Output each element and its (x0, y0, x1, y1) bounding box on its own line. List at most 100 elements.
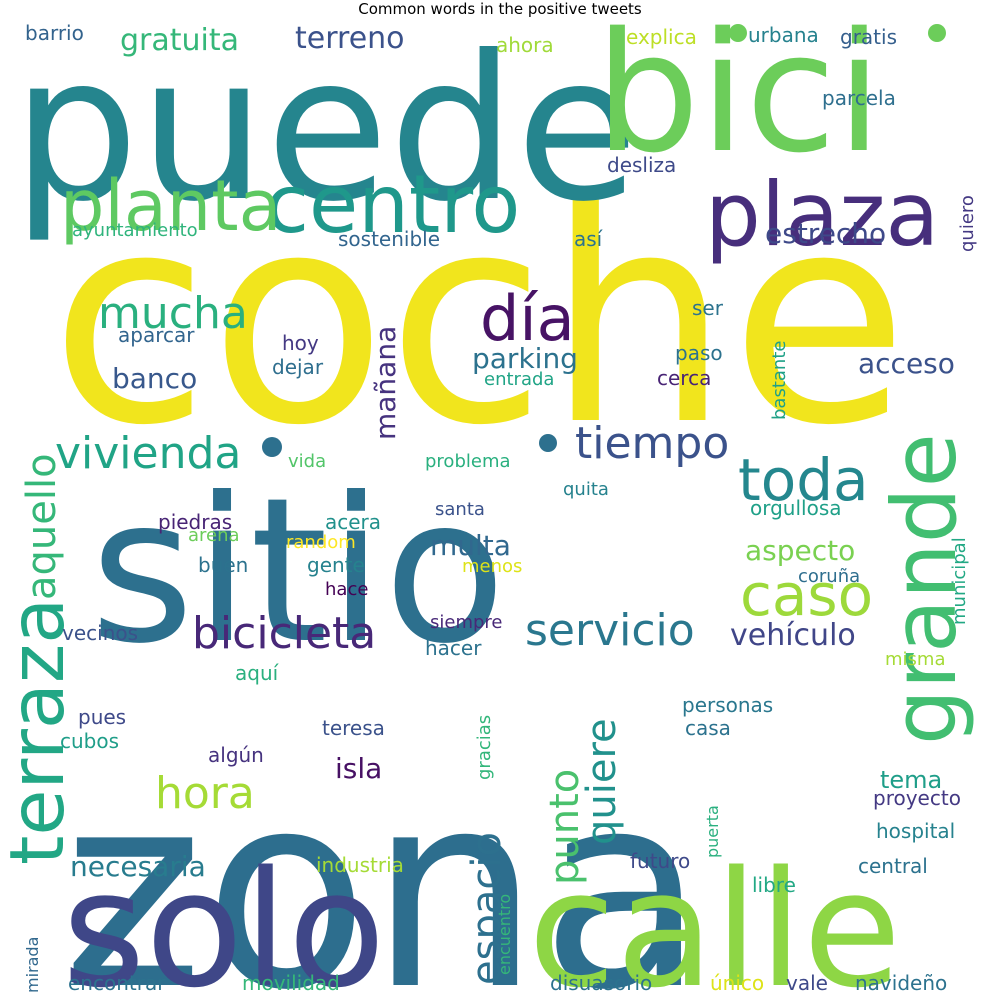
word-cloud-word: encontrar (68, 971, 166, 995)
word-cloud-word: entrada (484, 369, 554, 390)
word-cloud-word: industria (316, 853, 404, 877)
word-cloud-word: aparcar (118, 323, 195, 347)
word-cloud-word: día (480, 282, 575, 355)
word-cloud-word: cerca (657, 366, 711, 390)
word-cloud-word: único (710, 971, 764, 995)
word-cloud-word: aquí (235, 661, 280, 685)
word-cloud-word: bici (595, 0, 882, 189)
word-cloud-word: orgullosa (750, 496, 842, 520)
word-cloud-word: problema (425, 451, 511, 472)
word-cloud-word: bicicleta (192, 608, 376, 659)
word-cloud-word: espacio (464, 832, 510, 985)
word-cloud-word: parcela (822, 86, 896, 110)
word-cloud-word: necesaria (70, 850, 206, 883)
word-cloud-word: mañana (369, 326, 402, 440)
word-cloud-word: gratis (840, 25, 897, 49)
word-cloud-word: buen (198, 553, 248, 577)
word-cloud-word: arena (188, 525, 240, 546)
word-cloud-word: explica (626, 25, 697, 49)
word-cloud-word: solo (62, 836, 386, 1000)
word-cloud-word: gente (307, 553, 365, 577)
word-cloud-word: encuentro (495, 894, 514, 975)
word-cloud-word: santa (435, 499, 485, 520)
word-cloud-word: multa (430, 529, 511, 562)
page-title: Common words in the positive tweets (358, 0, 642, 18)
word-cloud-word: banco (112, 362, 197, 395)
word-cloud-word: gracias (474, 715, 495, 780)
word-cloud-word: ser (692, 296, 724, 320)
word-cloud-word: desliza (607, 153, 676, 177)
word-cloud-word: acceso (858, 347, 955, 380)
word-cloud-word: puerta (703, 805, 722, 858)
word-cloud-word: quita (563, 479, 609, 500)
word-cloud-word: tiempo (575, 418, 729, 469)
word-cloud-word: siempre (430, 612, 503, 633)
word-cloud-word: hace (325, 579, 368, 600)
word-cloud-word: acera (325, 510, 381, 534)
word-cloud-word: servicio (525, 605, 695, 656)
word-cloud-word: navideño (855, 971, 947, 995)
word-cloud-word: piedras (158, 510, 232, 534)
word-cloud-word: coche (50, 152, 909, 489)
word-cloud-word: bastante (769, 341, 790, 420)
word-cloud-word: dejar (272, 355, 324, 379)
word-cloud-word: vida (288, 451, 326, 472)
word-cloud-word: estrecho (765, 217, 886, 250)
word-cloud-word: coruña (798, 566, 860, 587)
word-cloud-word: cubos (60, 729, 119, 753)
word-cloud-word: vecinos (62, 621, 138, 645)
word-cloud-word: centro (265, 158, 520, 251)
word-cloud-dot (729, 24, 747, 42)
word-cloud-word: central (858, 854, 928, 878)
word-cloud-word: terreno (295, 21, 405, 56)
word-cloud-word: vivienda (55, 428, 241, 479)
word-cloud-word: aspecto (745, 534, 855, 567)
word-cloud-word: aquello (19, 453, 65, 600)
word-cloud-word: mucha (98, 288, 248, 339)
word-cloud-word: grande (873, 433, 976, 745)
word-cloud-word: hoy (282, 331, 319, 355)
word-cloud-word: plaza (705, 163, 939, 266)
word-cloud-word: proyecto (873, 786, 961, 810)
word-cloud-word: disuasorio (550, 971, 652, 995)
word-cloud-word: random (286, 532, 356, 553)
word-cloud-word: libre (752, 873, 796, 897)
word-cloud-word: toda (738, 446, 869, 514)
word-cloud-word: caso (740, 561, 873, 629)
word-cloud-word: pues (78, 705, 126, 729)
word-cloud-word: misma (885, 649, 945, 670)
word-cloud-word: movilidad (242, 971, 340, 995)
word-cloud-word: casa (685, 716, 731, 740)
word-cloud-word: personas (682, 693, 773, 717)
word-cloud-word: futuro (630, 849, 690, 873)
word-cloud-word: hospital (876, 819, 955, 843)
word-cloud-word: quiero (957, 195, 978, 252)
word-cloud-word: algún (208, 743, 264, 767)
word-cloud-word: sostenible (338, 227, 440, 251)
word-cloud-word: sitio (90, 455, 506, 688)
word-cloud-word: quiere (579, 718, 625, 845)
word-cloud-word: urbana (748, 23, 819, 47)
word-cloud-word: hora (155, 768, 255, 819)
word-cloud-word: zona (62, 734, 706, 1000)
word-cloud-word: teresa (322, 716, 385, 740)
word-cloud-word: hacer (425, 636, 482, 660)
word-cloud-word: barrio (25, 21, 84, 45)
word-cloud-word: planta (60, 165, 281, 247)
word-cloud-word: vehículo (730, 618, 856, 653)
word-cloud-word: vale (786, 971, 828, 995)
word-cloud-word: gratuita (120, 23, 239, 58)
word-cloud-word: mirada (23, 937, 42, 993)
word-cloud-word: terraza (0, 598, 81, 865)
word-cloud-dot (539, 434, 557, 452)
word-cloud-word: así (574, 227, 604, 251)
word-cloud-word: tema (880, 766, 942, 794)
word-cloud-word: menos (462, 556, 522, 577)
word-cloud-dot (928, 24, 946, 42)
word-cloud-word: puede (12, 13, 639, 246)
word-cloud-word: calle (528, 836, 901, 1000)
word-cloud-word: punto (542, 769, 588, 885)
word-cloud-word: ayuntamiento (72, 220, 198, 241)
word-cloud-word: parking (472, 342, 578, 375)
